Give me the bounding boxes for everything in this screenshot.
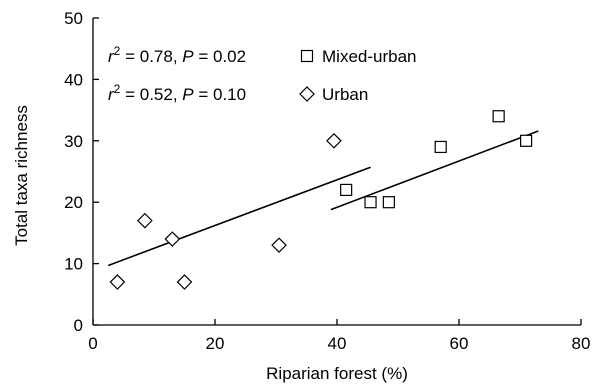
legend-label: Mixed-urban: [322, 47, 417, 66]
trendline-urban: [107, 166, 371, 267]
x-ticks: 0 20 40 60 80: [88, 319, 590, 353]
urban-point: [271, 237, 287, 254]
x-tick-label: 60: [450, 334, 469, 353]
mixed-urban-point: [364, 196, 377, 209]
legend-label: Urban: [322, 85, 368, 104]
x-tick-label: 40: [328, 334, 347, 353]
y-tick-label: 30: [64, 132, 83, 151]
urban-point: [176, 274, 193, 290]
x-tick-label: 80: [572, 334, 591, 353]
y-axis-title: Total taxa richness: [12, 105, 31, 246]
data-markers: [109, 110, 533, 290]
mixed-urban-point: [492, 110, 505, 123]
x-tick-label: 20: [206, 334, 225, 353]
y-ticks: 0 10 20 30 40 50: [64, 9, 99, 335]
mixed-urban-point: [434, 140, 447, 154]
y-tick-label: 10: [64, 255, 83, 274]
legend-entry-mixed-urban: r2 = 0.78, P = 0.02 Mixed-urban: [108, 44, 417, 66]
legend-entry-urban: r2 = 0.52, P = 0.10 Urban: [108, 82, 368, 104]
x-tick-label: 0: [88, 334, 97, 353]
urban-point: [164, 231, 181, 247]
x-axis-title: Riparian forest (%): [266, 364, 408, 383]
urban-point: [137, 212, 153, 229]
urban-point: [326, 132, 342, 149]
mixed-urban-point: [382, 196, 395, 209]
y-tick-label: 50: [64, 9, 83, 28]
y-tick-label: 0: [74, 316, 83, 335]
urban-point: [109, 274, 126, 290]
y-tick-label: 20: [64, 193, 83, 212]
y-tick-label: 40: [64, 70, 83, 89]
legend-marker-diamond-icon: [299, 86, 315, 102]
mixed-urban-point: [519, 134, 533, 147]
mixed-urban-point: [340, 183, 353, 197]
legend-marker-square-icon: [300, 49, 314, 63]
legend-stat-text: r2 = 0.78, P = 0.02: [108, 44, 246, 66]
legend: r2 = 0.78, P = 0.02 Mixed-urban r2 = 0.52,…: [108, 44, 417, 104]
legend-stat-text: r2 = 0.52, P = 0.10: [108, 82, 246, 104]
